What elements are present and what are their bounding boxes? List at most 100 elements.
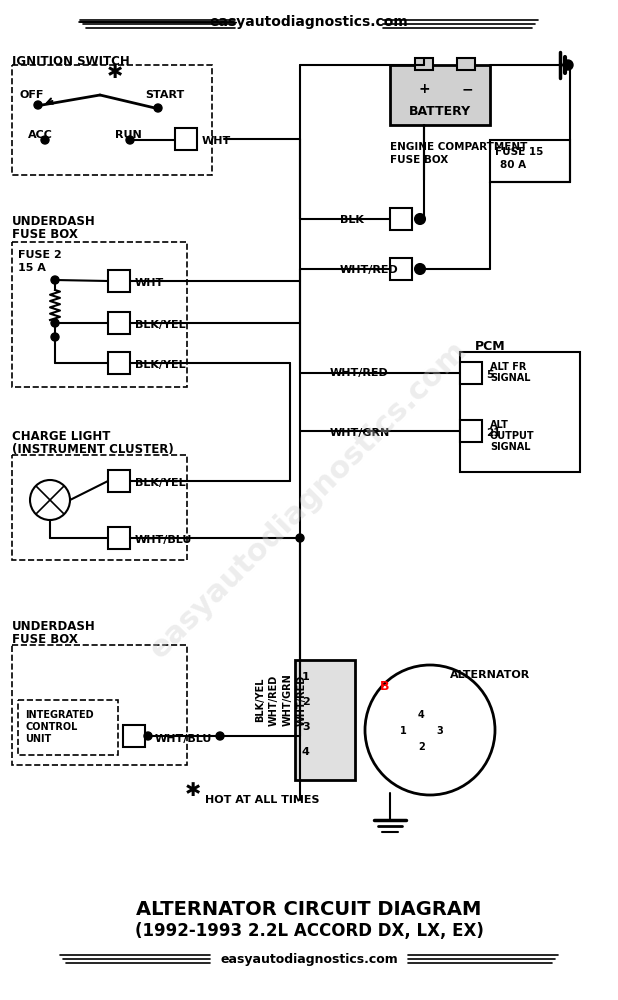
Bar bbox=[108, 312, 130, 334]
Text: FUSE 15: FUSE 15 bbox=[495, 147, 543, 157]
Circle shape bbox=[296, 732, 304, 740]
Text: BLK: BLK bbox=[340, 215, 364, 225]
Text: SIGNAL: SIGNAL bbox=[490, 442, 530, 452]
Circle shape bbox=[365, 665, 495, 795]
Text: easyautodiagnostics.com: easyautodiagnostics.com bbox=[220, 952, 398, 966]
Text: −: − bbox=[461, 82, 473, 96]
Bar bbox=[12, 242, 187, 387]
Circle shape bbox=[563, 60, 573, 70]
Circle shape bbox=[216, 732, 224, 740]
Circle shape bbox=[415, 264, 425, 274]
Text: 21: 21 bbox=[486, 428, 501, 438]
Text: (1992-1993 2.2L ACCORD DX, LX, EX): (1992-1993 2.2L ACCORD DX, LX, EX) bbox=[135, 922, 483, 940]
Circle shape bbox=[296, 534, 304, 542]
Text: BLK/YEL: BLK/YEL bbox=[135, 360, 185, 370]
Circle shape bbox=[51, 333, 59, 341]
Bar bbox=[108, 352, 130, 374]
Circle shape bbox=[51, 276, 59, 284]
Text: 2: 2 bbox=[418, 742, 425, 752]
Bar bbox=[415, 58, 433, 70]
Text: WHT/RED: WHT/RED bbox=[330, 368, 389, 378]
Text: 15 A: 15 A bbox=[18, 263, 46, 273]
Text: 4: 4 bbox=[418, 710, 425, 720]
Text: BLK/YEL: BLK/YEL bbox=[135, 478, 185, 488]
Bar bbox=[12, 455, 187, 560]
Text: B: B bbox=[380, 680, 389, 693]
Text: WHT/BLU: WHT/BLU bbox=[135, 535, 192, 545]
Bar bbox=[460, 362, 482, 384]
Text: BLK/YEL: BLK/YEL bbox=[135, 320, 185, 330]
Text: WHT/RED: WHT/RED bbox=[269, 674, 279, 726]
Bar bbox=[108, 270, 130, 292]
Text: WHT/GRN: WHT/GRN bbox=[283, 674, 293, 726]
Circle shape bbox=[144, 732, 152, 740]
Bar bbox=[108, 527, 130, 549]
Text: CONTROL: CONTROL bbox=[25, 722, 77, 732]
Text: 2: 2 bbox=[302, 697, 310, 707]
Bar bbox=[390, 208, 412, 230]
Text: RUN: RUN bbox=[115, 130, 142, 140]
Text: ALT: ALT bbox=[490, 420, 509, 430]
Bar bbox=[390, 65, 490, 125]
Text: FUSE BOX: FUSE BOX bbox=[12, 633, 78, 646]
Text: BLK/YEL: BLK/YEL bbox=[255, 678, 265, 722]
Text: CHARGE LIGHT: CHARGE LIGHT bbox=[12, 430, 111, 443]
Text: UNDERDASH: UNDERDASH bbox=[12, 215, 96, 228]
Text: +: + bbox=[418, 82, 430, 96]
Text: 3: 3 bbox=[302, 722, 310, 732]
Text: IGNITION SWITCH: IGNITION SWITCH bbox=[12, 55, 130, 68]
Text: START: START bbox=[145, 90, 184, 100]
Bar bbox=[490, 140, 570, 182]
Text: WHT: WHT bbox=[202, 136, 231, 146]
Text: WHT/RED: WHT/RED bbox=[340, 265, 399, 275]
Text: 5: 5 bbox=[486, 370, 494, 380]
Circle shape bbox=[154, 104, 162, 112]
Text: (INSTRUMENT CLUSTER): (INSTRUMENT CLUSTER) bbox=[12, 443, 174, 456]
Text: SIGNAL: SIGNAL bbox=[490, 373, 530, 383]
Text: WHT/BLU: WHT/BLU bbox=[155, 734, 213, 744]
Text: 1: 1 bbox=[302, 672, 310, 682]
Text: UNIT: UNIT bbox=[25, 734, 51, 744]
Text: FUSE 2: FUSE 2 bbox=[18, 250, 62, 260]
Text: 80 A: 80 A bbox=[500, 160, 526, 170]
Text: UNDERDASH: UNDERDASH bbox=[12, 620, 96, 633]
Circle shape bbox=[415, 214, 425, 224]
Text: OFF: OFF bbox=[20, 90, 44, 100]
Text: OUTPUT: OUTPUT bbox=[490, 431, 535, 441]
Bar bbox=[12, 65, 212, 175]
Text: ✱: ✱ bbox=[107, 64, 123, 83]
Circle shape bbox=[30, 480, 70, 520]
Bar bbox=[12, 645, 187, 765]
Text: FUSE BOX: FUSE BOX bbox=[12, 228, 78, 241]
Text: ALT FR: ALT FR bbox=[490, 362, 527, 372]
Text: 1: 1 bbox=[400, 726, 407, 736]
Text: WHT/RED: WHT/RED bbox=[297, 674, 307, 726]
Text: ALTERNATOR CIRCUIT DIAGRAM: ALTERNATOR CIRCUIT DIAGRAM bbox=[137, 900, 481, 919]
Bar bbox=[457, 58, 475, 70]
Bar bbox=[460, 420, 482, 442]
Bar bbox=[123, 725, 145, 747]
Text: BATTERY: BATTERY bbox=[409, 105, 471, 118]
Text: FUSE BOX: FUSE BOX bbox=[390, 155, 448, 165]
Circle shape bbox=[51, 319, 59, 327]
Text: PCM: PCM bbox=[475, 340, 506, 353]
Circle shape bbox=[41, 136, 49, 144]
Text: easyautodiagnostics.com: easyautodiagnostics.com bbox=[145, 336, 473, 664]
Bar bbox=[390, 258, 412, 280]
Text: HOT AT ALL TIMES: HOT AT ALL TIMES bbox=[205, 795, 320, 805]
Text: ALTERNATOR: ALTERNATOR bbox=[450, 670, 530, 680]
Text: ACC: ACC bbox=[28, 130, 53, 140]
Text: 3: 3 bbox=[436, 726, 442, 736]
Text: 4: 4 bbox=[302, 747, 310, 757]
Bar bbox=[18, 700, 118, 755]
Text: ✱: ✱ bbox=[185, 780, 201, 800]
Bar bbox=[295, 660, 355, 780]
Circle shape bbox=[126, 136, 134, 144]
Bar bbox=[460, 352, 580, 472]
Text: ENGINE COMPARTMENT: ENGINE COMPARTMENT bbox=[390, 142, 527, 152]
Circle shape bbox=[34, 101, 42, 109]
Text: easyautodiagnostics.com: easyautodiagnostics.com bbox=[210, 15, 408, 29]
Bar bbox=[108, 470, 130, 492]
Text: INTEGRATED: INTEGRATED bbox=[25, 710, 93, 720]
Text: WHT: WHT bbox=[135, 278, 164, 288]
